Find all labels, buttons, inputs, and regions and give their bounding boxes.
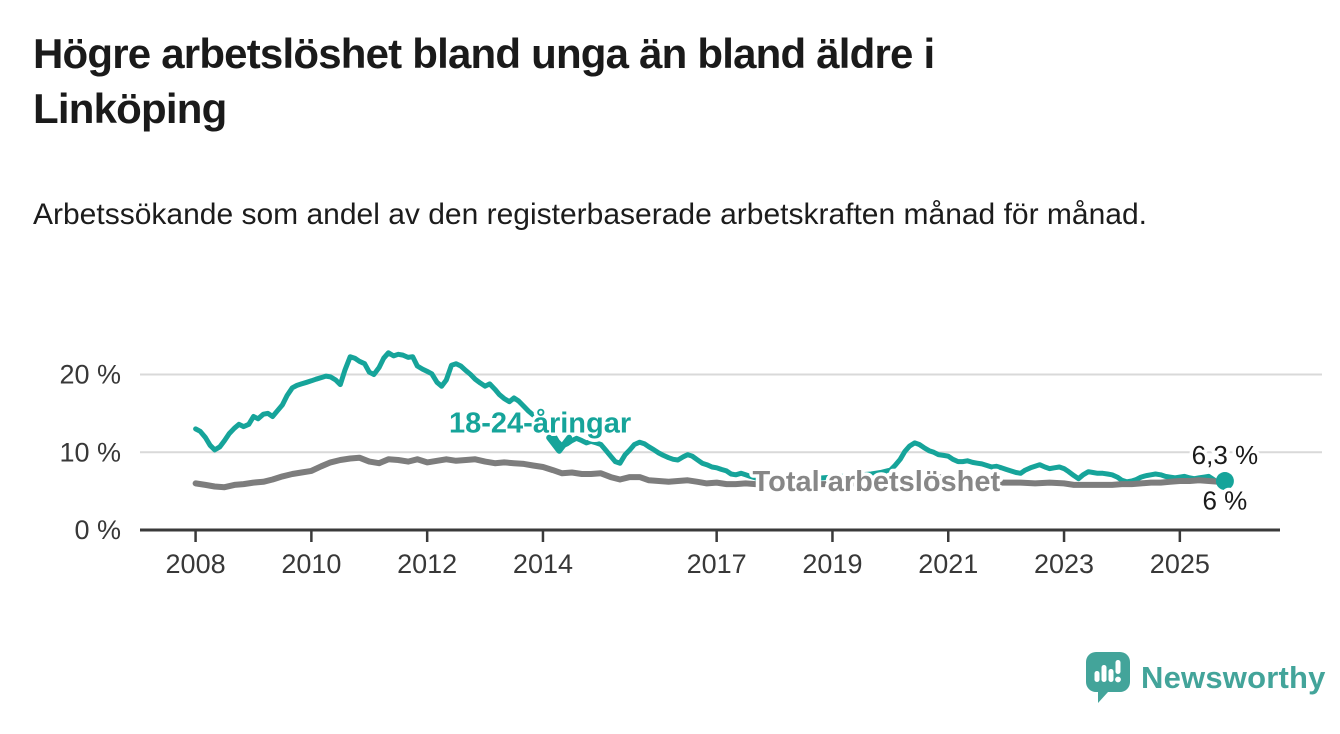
annotation-arrow-icon [546, 434, 573, 454]
x-axis-label-2019: 2019 [802, 549, 862, 579]
y-axis-label-10: 10 % [59, 437, 121, 467]
page-title: Högre arbetslöshet bland unga än bland ä… [33, 30, 935, 133]
series-label-youth: 18-24-åringar [449, 408, 631, 440]
x-axis-label-2021: 2021 [918, 549, 978, 579]
end-value-label-total: 6 % [1202, 485, 1247, 515]
x-axis-label-2025: 2025 [1150, 549, 1210, 579]
x-axis-label-2023: 2023 [1034, 549, 1094, 579]
newsworthy-chart-bubble-icon [1086, 652, 1130, 703]
chart-subtitle: Arbetssökande som andel av den registerb… [33, 198, 1147, 231]
x-axis-label-2012: 2012 [397, 549, 457, 579]
series-line-youth [193, 350, 1231, 487]
series-line-total [192, 454, 1231, 491]
series-label-total: Total arbetslöshet [753, 466, 1001, 498]
newsworthy-logo: Newsworthy [1086, 652, 1326, 703]
end-value-label-youth: 6,3 % [1192, 440, 1259, 470]
newsworthy-logo-text: Newsworthy [1141, 659, 1326, 695]
x-axis-label-2017: 2017 [687, 549, 747, 579]
x-axis-label-2014: 2014 [513, 549, 573, 579]
y-axis-label-20: 20 % [59, 360, 121, 390]
x-axis-label-2008: 2008 [166, 549, 226, 579]
y-axis-label-0: 0 % [74, 515, 121, 545]
x-axis-label-2010: 2010 [281, 549, 341, 579]
series-end-dot-youth [1215, 472, 1234, 491]
